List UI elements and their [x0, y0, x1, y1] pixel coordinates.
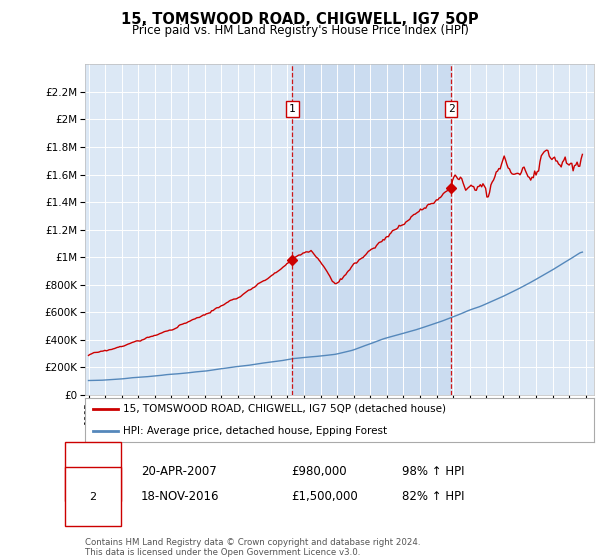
- Text: Price paid vs. HM Land Registry's House Price Index (HPI): Price paid vs. HM Land Registry's House …: [131, 24, 469, 36]
- Text: 15, TOMSWOOD ROAD, CHIGWELL, IG7 5QP (detached house): 15, TOMSWOOD ROAD, CHIGWELL, IG7 5QP (de…: [124, 404, 446, 414]
- Bar: [292, 64, 451, 395]
- Text: £980,000: £980,000: [291, 465, 347, 478]
- Text: 2: 2: [89, 492, 97, 502]
- Text: Contains HM Land Registry data © Crown copyright and database right 2024.
This d: Contains HM Land Registry data © Crown c…: [85, 538, 421, 557]
- Text: 20-APR-2007: 20-APR-2007: [141, 465, 217, 478]
- Text: 18-NOV-2016: 18-NOV-2016: [141, 490, 220, 503]
- Text: 1: 1: [89, 466, 97, 477]
- Text: 82% ↑ HPI: 82% ↑ HPI: [402, 490, 464, 503]
- Text: 2: 2: [448, 104, 455, 114]
- Text: £1,500,000: £1,500,000: [291, 490, 358, 503]
- Text: 1: 1: [289, 104, 296, 114]
- Text: 98% ↑ HPI: 98% ↑ HPI: [402, 465, 464, 478]
- Text: HPI: Average price, detached house, Epping Forest: HPI: Average price, detached house, Eppi…: [124, 426, 388, 436]
- Text: 15, TOMSWOOD ROAD, CHIGWELL, IG7 5QP: 15, TOMSWOOD ROAD, CHIGWELL, IG7 5QP: [121, 12, 479, 27]
